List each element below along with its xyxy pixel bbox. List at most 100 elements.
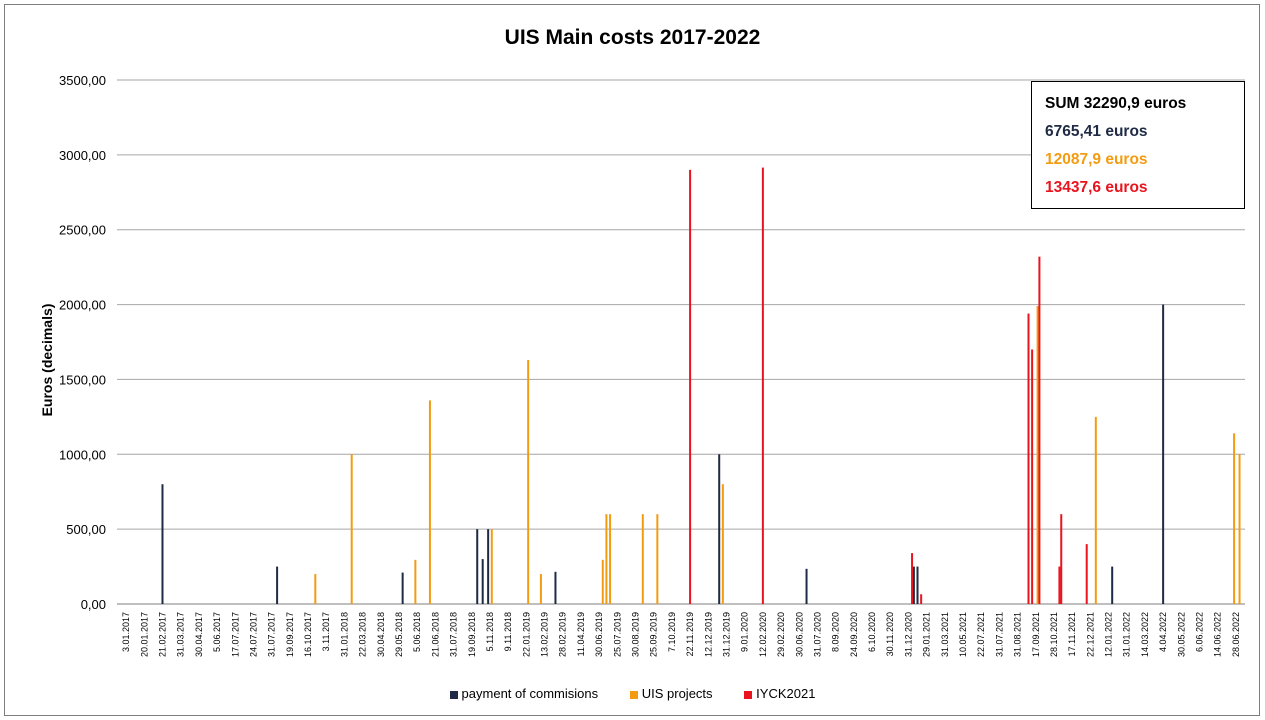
x-tick-label: 3.01.2017 (121, 612, 131, 652)
x-tick-label: 19.09.2018 (467, 612, 477, 657)
bar-payment (476, 529, 479, 604)
legend-item-iyck: IYCK2021 (744, 686, 815, 701)
x-tick-label: 5.06.2018 (412, 612, 422, 652)
bar-uis (428, 400, 431, 604)
x-tick-label: 12.12.2019 (703, 612, 713, 657)
x-tick-label: 17.09.2021 (1031, 612, 1041, 657)
x-tick-label: 20.01.2017 (139, 612, 149, 657)
bar-payment (276, 566, 279, 604)
x-tick-label: 30.05.2022 (1176, 612, 1186, 657)
x-tick-label: 4.04.2022 (1158, 612, 1168, 652)
bar-payment (1111, 566, 1114, 604)
x-tick-label: 31.07.2018 (449, 612, 459, 657)
y-tick-label: 3500,00 (59, 73, 106, 88)
bar-iyck (1027, 313, 1030, 604)
bars (161, 167, 1241, 605)
bar-iyck (911, 553, 914, 604)
x-tick-label: 25.07.2019 (612, 612, 622, 657)
x-tick-label: 22.11.2019 (685, 612, 695, 656)
y-tick-labels: 0,00 500,00 1000,00 1500,00 2000,00 2500,00 30… (59, 73, 106, 612)
y-tick-label: 500,00 (66, 522, 106, 537)
bar-uis (490, 529, 493, 604)
x-tick-label: 31.12.2019 (721, 612, 731, 657)
x-tick-label: 31.08.2021 (1013, 612, 1023, 657)
legend-swatch-uis (629, 690, 638, 699)
x-tick-label: 22.03.2018 (358, 612, 368, 657)
x-tick-label: 5.11.2018 (485, 612, 495, 651)
legend-item-payment: payment of commisions (449, 686, 598, 701)
x-tick-label: 16.10.2017 (303, 612, 313, 657)
x-tick-label: 14.03.2022 (1140, 612, 1150, 657)
bar-payment (554, 571, 557, 604)
bar-uis (641, 514, 644, 604)
x-tick-label: 9.01.2020 (740, 612, 750, 652)
x-tick-label: 28.06.2022 (1231, 612, 1241, 657)
bar-payment (1162, 304, 1165, 604)
x-tick-label: 12.01.2022 (1104, 612, 1114, 657)
y-tick-label: 2000,00 (59, 298, 106, 313)
summary-iyck: 13437,6 euros (1045, 179, 1148, 196)
y-axis-label: Euros (decimals) (39, 304, 55, 417)
summary-total: SUM 32290,9 euros (1045, 95, 1187, 112)
x-tick-label: 31.01.2018 (339, 612, 349, 657)
y-tick-label: 2500,00 (59, 223, 106, 238)
bar-uis (414, 559, 417, 604)
x-tick-label: 24.09.2020 (849, 612, 859, 657)
bar-payment (161, 484, 164, 604)
x-tick-label: 25.09.2019 (649, 612, 659, 657)
x-tick-label: 14.06.2022 (1213, 612, 1223, 657)
legend-label-iyck: IYCK2021 (756, 686, 816, 701)
x-tick-label: 12.02.2020 (758, 612, 768, 657)
bar-uis (527, 359, 530, 604)
bar-payment (912, 566, 915, 604)
x-tick-label: 11.04.2019 (576, 612, 586, 656)
y-tick-label: 1500,00 (59, 372, 106, 387)
bar-iyck (920, 594, 923, 604)
x-tick-label: 22.07.2021 (976, 612, 986, 657)
x-tick-label: 29.02.2020 (776, 612, 786, 657)
x-tick-label: 3.11.2017 (321, 612, 331, 651)
x-tick-labels: 3.01.2017 20.01.2017 21.02.2017 31.03.2017 3… (121, 612, 1241, 657)
x-tick-label: 31.07.2021 (994, 612, 1004, 657)
x-tick-label: 5.06.2017 (212, 612, 222, 652)
x-tick-label: 30.11.2020 (885, 612, 895, 656)
bar-uis (1238, 454, 1241, 604)
x-tick-label: 6.06.2022 (1195, 612, 1205, 652)
summary-payment: 6765,41 euros (1045, 123, 1148, 140)
y-tick-label: 1000,00 (59, 447, 106, 462)
x-tick-label: 28.02.2019 (558, 612, 568, 657)
bar-iyck (1060, 514, 1063, 604)
x-tick-label: 17.07.2017 (230, 612, 240, 657)
bar-uis (1233, 433, 1236, 604)
bar-iyck (689, 169, 692, 605)
x-tick-label: 30.08.2019 (631, 612, 641, 657)
x-tick-label: 30.04.2018 (376, 612, 386, 657)
x-tick-label: 31.07.2017 (267, 612, 277, 657)
bar-iyck (1031, 349, 1034, 604)
x-tick-label: 29.01.2021 (922, 612, 932, 657)
bar-payment (401, 572, 404, 604)
legend-item-uis: UIS projects (629, 686, 713, 701)
x-tick-label: 31.12.2020 (903, 612, 913, 657)
bar-iyck (1058, 566, 1061, 604)
x-tick-label: 21.02.2017 (157, 612, 167, 657)
bar-uis (609, 514, 612, 604)
x-tick-label: 29.05.2018 (394, 612, 404, 657)
chart-legend: payment of commisions UIS projects IYCK2… (0, 686, 1265, 701)
bar-payment (916, 566, 919, 604)
chart-title: UIS Main costs 2017-2022 (504, 26, 761, 49)
bar-uis (721, 484, 724, 604)
x-tick-label: 30.04.2017 (194, 612, 204, 657)
bar-payment (718, 454, 721, 604)
summary-box: SUM 32290,9 euros 6765,41 euros 12087,9 … (1031, 81, 1245, 209)
x-tick-label: 9.11.2018 (503, 612, 513, 651)
x-tick-label: 24.07.2017 (248, 612, 258, 657)
x-tick-label: 30.06.2019 (594, 612, 604, 657)
x-tick-label: 13.02.2019 (540, 612, 550, 657)
bar-iyck (761, 167, 764, 604)
legend-swatch-payment (449, 690, 458, 699)
y-tick-label: 0,00 (81, 597, 106, 612)
bar-uis (656, 514, 659, 604)
bar-uis (1036, 306, 1039, 604)
